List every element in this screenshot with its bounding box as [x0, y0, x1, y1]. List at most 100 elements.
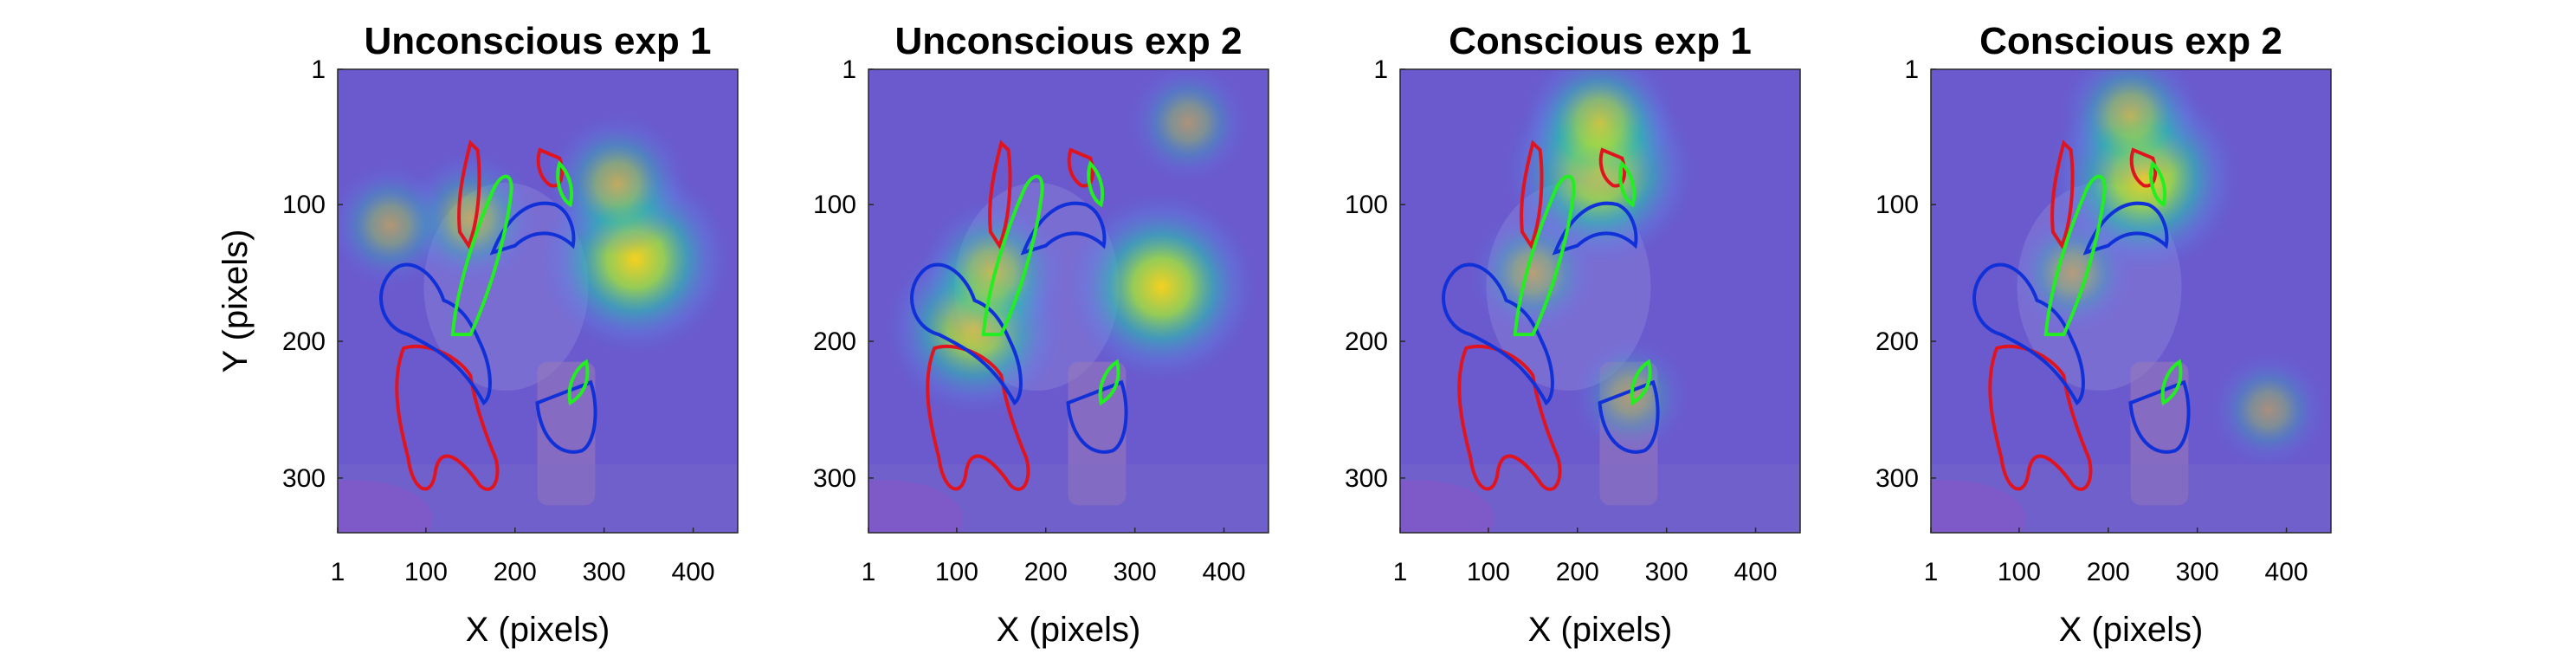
red-contour	[1990, 346, 2090, 489]
plot-area	[1400, 69, 1800, 533]
x-axis-label: X (pixels)	[466, 611, 610, 649]
sand-region	[868, 464, 1269, 533]
blue-contour	[537, 382, 595, 451]
heat-hotspot	[546, 113, 689, 256]
bottom-left-object	[1400, 480, 1495, 533]
blue-contour	[2086, 204, 2166, 253]
panel-title: Conscious exp 1	[1449, 20, 1752, 62]
heat-hotspot	[2210, 351, 2327, 469]
axes-frame	[868, 68, 1269, 534]
sand-region	[1931, 464, 2331, 533]
x-tick-label: 100	[404, 558, 448, 586]
x-tick-label: 200	[494, 558, 537, 586]
y-tick-label: 1	[842, 55, 856, 84]
red-contour	[927, 346, 1028, 489]
y-tick-label: 1	[1373, 55, 1388, 84]
x-tick-label: 1	[1393, 558, 1408, 586]
y-tick-label: 200	[1345, 327, 1388, 356]
y-tick-label: 100	[282, 191, 326, 219]
y-tick-label: 200	[282, 327, 326, 356]
heat-hotspot	[338, 162, 454, 288]
x-tick-label: 1	[1924, 558, 1939, 586]
red-contour	[1521, 143, 1541, 245]
green-contour	[1632, 362, 1650, 403]
x-axis-label: X (pixels)	[2059, 611, 2204, 649]
plot-area	[1931, 69, 2331, 533]
x-axis-label: X (pixels)	[997, 611, 1141, 649]
y-tick-label: 100	[1876, 191, 1919, 219]
green-contour	[984, 177, 1043, 335]
y-tick-label: 1	[1904, 55, 1919, 84]
x-tick-label: 400	[1734, 558, 1778, 586]
blue-contour	[1555, 204, 1636, 253]
blue-contour	[1443, 265, 1553, 404]
panel-4: Conscious exp 2 1 100 200 300 400 1 100 200 300 X …	[1876, 20, 2332, 649]
heat-hotspot	[1521, 69, 1678, 201]
y-tick-label: 200	[1876, 327, 1919, 356]
y-tick-label: 100	[813, 191, 856, 219]
red-contour	[2052, 143, 2072, 245]
axes-frame	[1399, 68, 1801, 534]
green-contour	[2151, 164, 2165, 204]
x-tick-label: 1	[862, 558, 876, 586]
x-tick-label: 400	[672, 558, 715, 586]
blue-contour	[2130, 382, 2188, 451]
blue-contour	[1068, 382, 1126, 451]
y-tick-label: 1	[311, 55, 326, 84]
green-contour	[1515, 177, 1574, 335]
y-tick-label: 300	[282, 464, 326, 493]
green-contour	[1088, 164, 1102, 204]
x-tick-label: 200	[2087, 558, 2130, 586]
x-tick-label: 400	[2265, 558, 2308, 586]
panel-title: Unconscious exp 1	[364, 20, 711, 62]
x-tick-label: 200	[1024, 558, 1068, 586]
axes-frame	[337, 68, 739, 534]
y-tick-label: 300	[1876, 464, 1919, 493]
plot-area	[868, 69, 1269, 533]
panel-title: Conscious exp 2	[1979, 20, 2282, 62]
blue-contour	[1599, 382, 1657, 451]
blue-contour	[381, 265, 490, 404]
y-tick-label: 300	[1345, 464, 1388, 493]
axes-frame	[1930, 68, 2332, 534]
red-contour	[990, 143, 1010, 245]
red-contour	[1459, 346, 1559, 489]
green-contour	[2046, 177, 2105, 335]
heat-hotspot	[2059, 69, 2202, 188]
y-tick-label: 100	[1345, 191, 1388, 219]
x-tick-label: 100	[1998, 558, 2041, 586]
heat-hotspot	[1127, 69, 1249, 184]
green-contour	[1101, 362, 1119, 403]
bottom-left-object	[868, 480, 964, 533]
heat-hotspot	[919, 199, 1067, 347]
heat-hotspot	[1066, 191, 1257, 382]
red-contour	[459, 143, 479, 245]
green-contour	[1620, 164, 1634, 204]
blue-contour	[1974, 265, 2083, 404]
green-contour	[558, 164, 571, 204]
bottom-left-object	[1931, 480, 2026, 533]
red-contour	[397, 346, 497, 489]
panel-1: Unconscious exp 1 1 100 200 300 400 1 100 200 300…	[216, 20, 739, 649]
x-tick-label: 400	[1203, 558, 1246, 586]
x-tick-label: 300	[1114, 558, 1157, 586]
x-tick-label: 100	[1467, 558, 1510, 586]
y-axis-label: Y (pixels)	[216, 230, 255, 373]
y-tick-label: 300	[813, 464, 856, 493]
y-tick-label: 200	[813, 327, 856, 356]
panel-3: Conscious exp 1 1 100 200 300 400 1 100 200 300 X …	[1345, 20, 1801, 649]
panel-2: Unconscious exp 2 1 100 200 300 400 1 100 200 300…	[813, 20, 1269, 649]
x-tick-label: 100	[935, 558, 978, 586]
sand-region	[1400, 464, 1800, 533]
green-contour	[453, 177, 512, 335]
blue-contour	[1023, 204, 1104, 253]
sand-region	[338, 464, 738, 533]
x-tick-label: 300	[583, 558, 626, 586]
x-tick-label: 1	[331, 558, 345, 586]
x-tick-label: 300	[2176, 558, 2219, 586]
blue-contour	[493, 204, 573, 253]
panel-title: Unconscious exp 2	[894, 20, 1242, 62]
green-contour	[570, 362, 588, 403]
plot-area	[338, 69, 738, 533]
